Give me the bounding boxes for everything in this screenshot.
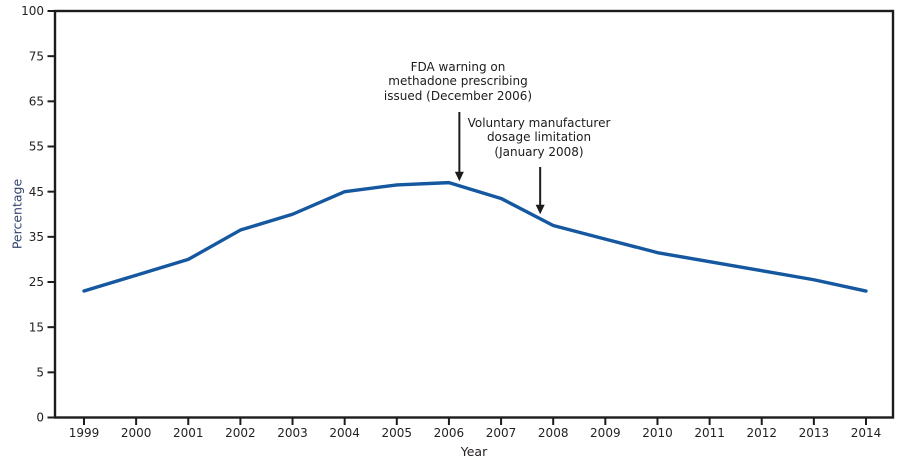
x-tick-label: 2013 — [799, 426, 830, 440]
annotation-line: Voluntary manufacturer — [467, 116, 611, 130]
y-tick-label: 0 — [36, 411, 44, 425]
y-tick-label: 45 — [29, 185, 44, 199]
data-line — [82, 180, 868, 293]
y-tick-label: 100 — [21, 4, 44, 18]
x-tick-label: 2001 — [173, 426, 204, 440]
y-tick-label: 5 — [36, 366, 44, 380]
annotation-line: issued (December 2006) — [383, 88, 533, 103]
annotation-arrowhead — [535, 204, 545, 215]
annotation-line: dosage limitation — [486, 130, 592, 145]
x-tick-label: 2000 — [121, 426, 152, 440]
x-tick-label: 2012 — [746, 426, 777, 440]
x-tick-label: 2014 — [851, 426, 882, 440]
x-tick-label: 2008 — [538, 426, 569, 440]
y-tick-label: 65 — [29, 95, 44, 109]
x-tick-label: 2009 — [590, 426, 621, 440]
y-tick-label: 15 — [29, 320, 44, 334]
x-tick-label: 2006 — [434, 426, 465, 440]
x-tick-label: 2004 — [329, 426, 360, 440]
x-tick-label: 2002 — [225, 426, 256, 440]
annotation-line: methadone prescribing — [388, 74, 528, 89]
y-tick-label: 35 — [29, 230, 44, 244]
x-tick-label: 1999 — [69, 426, 100, 440]
x-tick-label: 2011 — [694, 426, 725, 440]
y-axis-title: Percentage — [9, 178, 25, 250]
annotation-voluntary-dosage-limitation: Voluntary manufacturer dosage limitation… — [468, 116, 611, 159]
y-tick-label: 75 — [29, 49, 44, 63]
annotation-line: FDA warning on — [410, 60, 506, 74]
x-axis-title: Year — [460, 444, 488, 459]
x-tick-label: 2010 — [642, 426, 673, 440]
x-tick-label: 2007 — [486, 426, 517, 440]
x-tick-label: 2005 — [382, 426, 413, 440]
annotation-line: (January 2008) — [494, 144, 584, 159]
plot-border — [53, 9, 895, 419]
y-tick-label: 25 — [29, 275, 44, 289]
x-tick-label: 2003 — [277, 426, 308, 440]
annotation-arrowhead — [454, 171, 464, 182]
annotation-fda-warning: FDA warning on methadone prescribing iss… — [384, 60, 532, 103]
y-tick-label: 55 — [29, 140, 44, 154]
